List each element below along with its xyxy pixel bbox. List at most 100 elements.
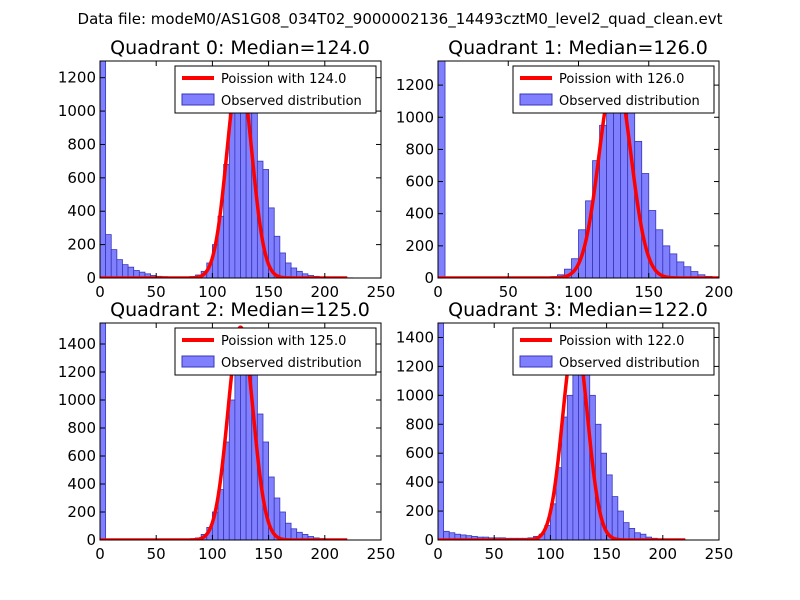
quadrant-1-legend-bar-swatch (519, 93, 553, 106)
y-tick-label: 200 (405, 237, 434, 255)
y-tick-label: 400 (405, 205, 434, 223)
x-tick-label: 200 (310, 545, 339, 563)
x-tick-label: 200 (310, 283, 339, 301)
y-tick-label: 1200 (58, 69, 96, 87)
histogram-bar (228, 399, 236, 540)
y-tick-label: 400 (405, 473, 434, 491)
x-tick-label: 100 (564, 283, 593, 301)
histogram-bar (676, 261, 685, 278)
histogram-bar (110, 249, 118, 278)
y-tick-label: 200 (405, 502, 434, 520)
quadrant-2-legend-observed-label: Observed distribution (221, 356, 362, 371)
x-tick-label: 0 (95, 283, 105, 301)
x-tick-label: 250 (705, 545, 734, 563)
quadrant-2-legend-fit-label: Poission with 125.0 (221, 334, 346, 349)
figure-suptitle: Data file: modeM0/AS1G08_034T02_90000021… (78, 10, 723, 29)
y-tick-label: 0 (86, 531, 96, 549)
y-tick-label: 1000 (396, 386, 434, 404)
y-tick-label: 1000 (396, 108, 434, 126)
x-tick-label: 50 (147, 283, 166, 301)
quadrant-1-legend-fit-label: Poission with 126.0 (559, 72, 684, 87)
y-tick-label: 600 (405, 444, 434, 462)
histogram-bar (279, 511, 286, 540)
histogram-bar (285, 522, 292, 540)
y-tick-label: 200 (67, 503, 96, 521)
histogram-bar (100, 323, 107, 540)
histogram-bar (105, 234, 112, 278)
x-tick-label: 250 (367, 283, 396, 301)
quadrant-2-axes: 0 50 100 150 200 250 0 200 400 600 800 1000 1200 1400 (58, 322, 396, 563)
x-tick-label: 200 (648, 545, 677, 563)
y-tick-label: 600 (67, 447, 96, 465)
quadrant-3-fit-curve (438, 334, 687, 540)
x-tick-label: 0 (95, 545, 105, 563)
quadrant-3-legend-bar-swatch (519, 355, 553, 368)
x-tick-label: 150 (592, 545, 621, 563)
y-tick-label: 800 (405, 415, 434, 433)
histogram-bar (122, 264, 129, 278)
histogram-bar (273, 235, 281, 278)
quadrant-3-legend-fit-label: Poission with 122.0 (559, 334, 684, 349)
quadrant-1-legend: Poission with 126.0 Observed distributio… (512, 65, 715, 114)
x-tick-label: 50 (147, 545, 166, 563)
y-tick-label: 1000 (58, 391, 96, 409)
poisson-fit-line (100, 69, 349, 278)
x-tick-label: 100 (536, 545, 565, 563)
x-tick-label: 150 (254, 283, 283, 301)
x-tick-label: 150 (634, 283, 663, 301)
histogram-bar (438, 61, 446, 278)
quadrant-2-legend-bar-swatch (181, 355, 215, 368)
poisson-fit-line (438, 334, 687, 540)
quadrant-1-title: Quadrant 1: Median=126.0 (448, 37, 708, 59)
y-tick-label: 400 (67, 475, 96, 493)
histogram-bar (100, 61, 107, 278)
x-tick-label: 50 (485, 545, 504, 563)
quadrant-3-legend: Poission with 122.0 Observed distributio… (512, 327, 715, 376)
x-tick-label: 100 (198, 545, 227, 563)
histogram-bar (438, 323, 445, 540)
y-tick-label: 0 (86, 269, 96, 287)
axes-frame (99, 322, 382, 541)
quadrant-0-panel: Quadrant 0: Median=124.0 0 50 100 150 200 250… (58, 37, 396, 301)
histogram-bar (285, 262, 292, 278)
histogram-bar (611, 496, 619, 540)
histogram-bar (234, 357, 241, 540)
x-tick-label: 150 (254, 545, 283, 563)
quadrant-0-title: Quadrant 0: Median=124.0 (110, 37, 370, 59)
y-tick-label: 1200 (58, 363, 96, 381)
histogram-bar (566, 394, 574, 540)
y-tick-label: 1200 (396, 357, 434, 375)
histogram-bar (240, 85, 247, 278)
quadrant-0-legend-bar-swatch (181, 93, 215, 106)
x-tick-label: 0 (433, 283, 443, 301)
quadrant-1-legend-observed-label: Observed distribution (559, 94, 700, 109)
y-tick-label: 0 (424, 531, 434, 549)
quadrant-0-legend-fit-label: Poission with 124.0 (221, 72, 346, 87)
y-tick-label: 1200 (396, 76, 434, 94)
quadrant-2-panel: Quadrant 2: Median=125.0 0 50 100 150 200 250… (58, 299, 396, 563)
y-tick-label: 800 (405, 140, 434, 158)
quadrant-1-panel: Quadrant 1: Median=126.0 0 50 100 150 200 0 20… (396, 37, 734, 301)
y-tick-label: 1400 (396, 328, 434, 346)
y-tick-label: 1000 (58, 102, 96, 120)
histogram-bar (116, 259, 123, 278)
histogram-bar (623, 522, 630, 540)
axes-frame (437, 322, 720, 541)
histogram-bar (669, 253, 678, 278)
histogram-bar (606, 92, 615, 278)
x-tick-label: 50 (499, 283, 518, 301)
poisson-fit-line (100, 325, 349, 540)
x-tick-label: 100 (198, 283, 227, 301)
x-tick-label: 250 (367, 545, 396, 563)
histogram-bar (662, 245, 671, 278)
x-tick-label: 200 (705, 283, 734, 301)
y-tick-label: 1400 (58, 335, 96, 353)
y-tick-label: 600 (405, 173, 434, 191)
y-tick-label: 400 (67, 202, 96, 220)
quadrant-2-legend: Poission with 125.0 Observed distributio… (174, 327, 377, 376)
quadrant-0-axes: 0 50 100 150 200 250 0 200 400 600 800 1000 1200 (58, 60, 396, 301)
y-tick-label: 200 (67, 236, 96, 254)
quadrant-1-axes: 0 50 100 150 200 0 200 400 600 800 1000 1200 (396, 60, 734, 301)
x-tick-label: 0 (433, 545, 443, 563)
quadrant-3-axes: 0 50 100 150 200 250 0 200 400 600 800 1000 1200 1400 (396, 322, 734, 563)
